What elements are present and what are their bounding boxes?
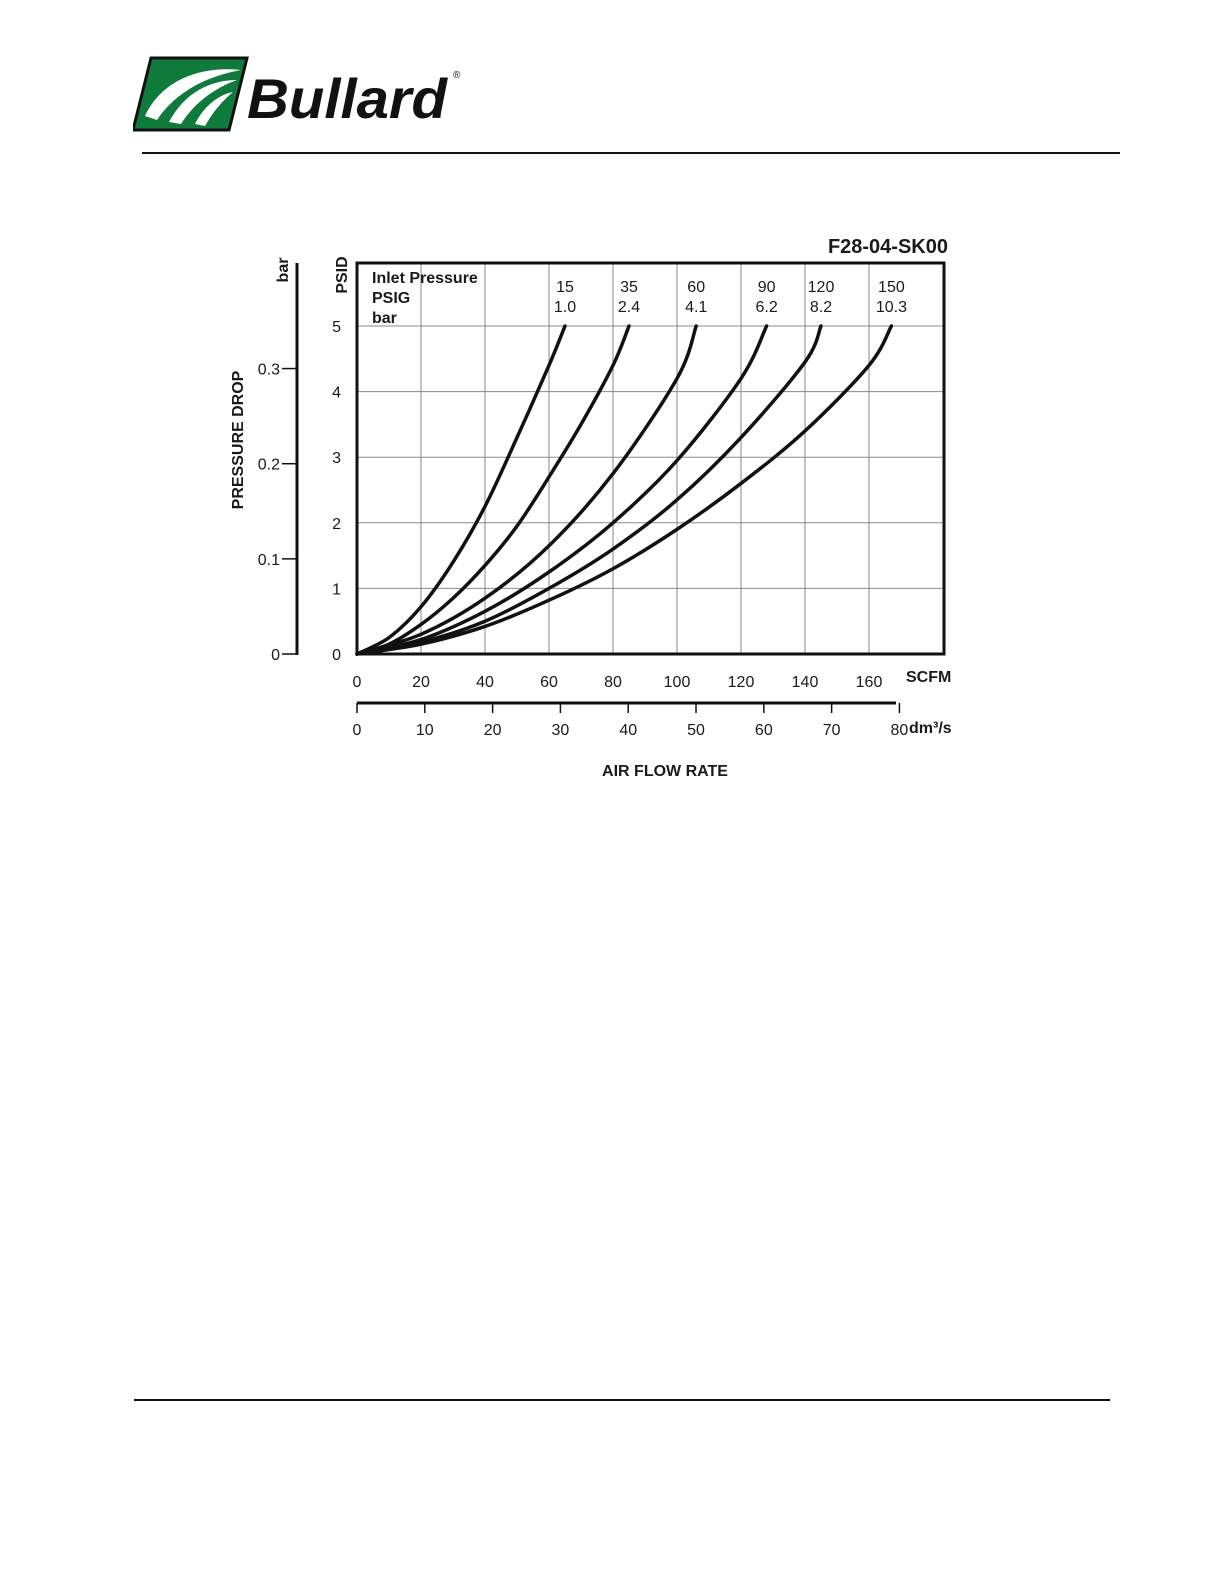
logo-wordmark: Bullard: [247, 67, 449, 130]
secondary-x-tick-label: 10: [416, 722, 434, 739]
x-axis-ticks: 0 20 40 60 80 100 120 140 160: [353, 674, 883, 691]
x-axis-title: AIR FLOW RATE: [602, 763, 728, 780]
series-lines: [355, 324, 894, 656]
footer-rule: [134, 1399, 1110, 1401]
y-tick-label: 2: [332, 516, 341, 533]
legend-bar-15: 1.0: [554, 299, 576, 316]
legend-psig-60: 60: [687, 279, 705, 296]
logo-swoosh-1: [145, 69, 241, 120]
x-tick-label: 100: [664, 674, 691, 691]
legend-header-inlet: Inlet Pressure: [372, 270, 478, 287]
y-axis-ticks: 0 1 2 3 4 5: [332, 319, 341, 664]
logo-swoosh-2: [169, 80, 237, 124]
x-tick-label: 60: [540, 674, 558, 691]
secondary-x-tick-label: 50: [687, 722, 705, 739]
legend-bar-120: 8.2: [810, 299, 832, 316]
secondary-y-tick-label: 0.2: [258, 457, 280, 474]
legend-psig-15: 15: [556, 279, 574, 296]
legend-bar-90: 6.2: [755, 299, 777, 316]
legend-bar-35: 2.4: [618, 299, 640, 316]
x-tick-label: 160: [856, 674, 883, 691]
x-tick-label: 20: [412, 674, 430, 691]
series-line-120-psig: [355, 324, 823, 656]
secondary-y-axis-ticks: 0 0.1 0.2 0.3: [258, 362, 297, 664]
secondary-x-axis-ticks: 0 10 20 30 40 50 60 70 80: [353, 703, 909, 739]
secondary-y-tick-label: 0.1: [258, 552, 280, 569]
legend-psig-150: 150: [878, 279, 905, 296]
header-rule: [142, 152, 1120, 154]
y-axis-title: PRESSURE DROP: [230, 370, 247, 509]
secondary-x-tick-label: 0: [353, 722, 362, 739]
x-unit-secondary: dm³/s: [909, 720, 952, 737]
y-tick-label: 4: [332, 385, 341, 402]
logo-swoosh-3: [195, 92, 233, 126]
y-tick-label: 0: [332, 647, 341, 664]
chart-title: F28-04-SK00: [828, 236, 948, 258]
secondary-x-tick-label: 20: [484, 722, 502, 739]
y-tick-label: 5: [332, 319, 341, 336]
legend-psig-120: 120: [808, 279, 835, 296]
series-line-60-psig: [355, 324, 698, 656]
y-unit-primary: PSID: [334, 256, 351, 293]
y-tick-label: 3: [332, 450, 341, 467]
legend-header-bar: bar: [372, 310, 397, 327]
x-tick-label: 120: [728, 674, 755, 691]
x-tick-label: 140: [792, 674, 819, 691]
logo-registered-mark: ®: [453, 70, 461, 81]
series-line-35-psig: [355, 324, 631, 656]
secondary-x-tick-label: 80: [891, 722, 909, 739]
series-legend: 15 1.0 35 2.4 60 4.1 90 6.2 120 8.2 150 10.3: [554, 279, 907, 316]
legend-psig-90: 90: [758, 279, 776, 296]
series-line-90-psig: [355, 324, 769, 656]
legend-header-psig: PSIG: [372, 290, 410, 307]
y-tick-label: 1: [332, 581, 341, 598]
legend-header: Inlet Pressure PSIG bar: [372, 270, 478, 327]
series-line-150-psig: [355, 324, 894, 656]
secondary-x-tick-label: 30: [552, 722, 570, 739]
secondary-x-tick-label: 70: [823, 722, 841, 739]
y-unit-secondary: bar: [275, 258, 292, 283]
x-tick-label: 0: [353, 674, 362, 691]
x-tick-label: 80: [604, 674, 622, 691]
secondary-x-tick-label: 40: [619, 722, 637, 739]
secondary-y-tick-label: 0.3: [258, 362, 280, 379]
x-unit-primary: SCFM: [906, 669, 951, 686]
legend-bar-150: 10.3: [876, 299, 907, 316]
legend-psig-35: 35: [620, 279, 638, 296]
bullard-logo: Bullard ®: [133, 56, 461, 132]
x-tick-label: 40: [476, 674, 494, 691]
grid-lines: [357, 263, 944, 654]
secondary-y-tick-label: 0: [271, 647, 280, 664]
plot-frame: [355, 261, 946, 656]
series-line-15-psig: [355, 324, 567, 656]
legend-bar-60: 4.1: [685, 299, 707, 316]
secondary-x-tick-label: 60: [755, 722, 773, 739]
